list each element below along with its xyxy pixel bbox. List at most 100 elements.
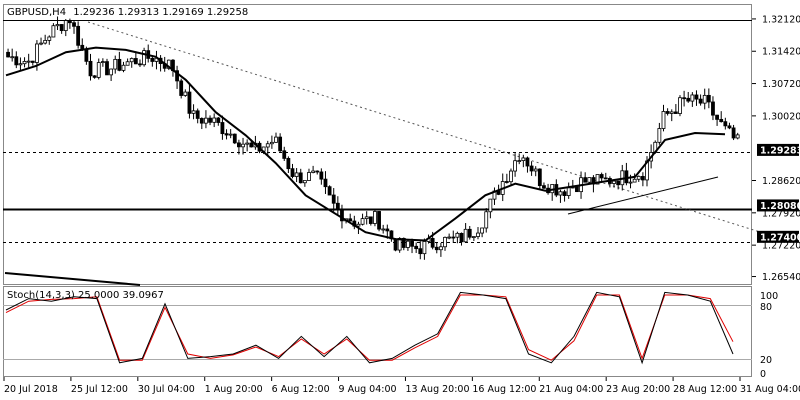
bear-candle [348,218,353,222]
bull-candle [311,170,316,173]
time-tick-label: 23 Aug 20:00 [606,384,670,395]
bull-candle [521,157,526,161]
time-tick-label: 25 Jul 12:00 [71,384,128,395]
symbol-label: GBPUSD,H4 1.29236 1.29313 1.29169 1.2925… [7,7,248,18]
bear-candle [393,238,398,251]
bear-candle [216,117,221,123]
bear-candle [603,177,608,180]
stoch-pane-frame [3,286,752,377]
bull-candle [636,176,641,180]
bear-candle [72,22,76,27]
bull-candle [55,24,60,27]
bear-candle [138,63,142,66]
bull-candle [509,170,513,183]
bull-candle [669,111,674,114]
bull-candle [35,43,39,63]
bull-candle [690,94,695,102]
bear-candle [195,110,200,119]
bear-candle [92,75,97,78]
price-tick-label: 1.28620 [762,176,800,187]
bull-candle [43,40,48,44]
bear-candle [249,142,254,148]
bull-candle [480,227,485,234]
bear-candle [686,97,691,102]
bull-candle [476,232,480,237]
bull-candle [18,63,23,66]
bear-candle [727,125,732,129]
lower-left-line[interactable] [4,272,141,286]
time-tick-label: 16 Aug 12:00 [472,384,536,395]
bear-candle [286,158,291,170]
bull-candle [381,228,386,231]
bull-candle [183,91,188,96]
bear-candle [467,228,472,238]
price-badge [757,230,799,243]
time-tick-label: 20 Jul 2018 [4,384,58,395]
bear-candle [599,174,604,179]
bull-candle [302,180,307,184]
stoch-tick-20: 20 [760,355,772,366]
bull-candle [96,62,101,78]
time-tick-label: 30 Jul 04:00 [138,384,195,395]
bull-candle [406,240,410,248]
time-tick-label: 21 Aug 04:00 [539,384,603,395]
time-axis: 20 Jul 2018 25 Jul 12:00 30 Jul 04:00 1 Aug… [3,377,800,395]
bear-candle [327,186,332,196]
bull-candle [47,36,52,41]
bear-candle [232,133,237,144]
price-tick-label: 1.27920 [762,208,800,219]
bear-candle [401,237,406,248]
bear-candle [208,117,212,123]
bear-candle [640,176,645,181]
price-tick-label: 1.31420 [762,47,800,58]
bull-candle [121,64,126,71]
bull-candle [113,58,118,70]
bear-candle [430,238,435,248]
bear-candle [542,185,546,189]
bull-candle [513,160,517,172]
ohlc-values: 1.29236 1.29313 1.29169 1.29258 [73,7,248,18]
bear-candle [414,245,419,250]
price-badge [757,199,799,212]
bear-candle [731,127,736,139]
bear-candle [340,209,344,222]
bull-candle [373,211,377,224]
bear-candle [220,122,225,135]
bear-candle [224,133,229,136]
bull-candle [307,172,311,181]
bull-candle [129,58,134,63]
bear-candle [711,101,715,116]
bull-candle [51,25,56,38]
stoch-tick-80: 80 [760,302,772,313]
bull-candle [26,60,31,63]
bull-candle [678,97,682,114]
bear-candle [133,58,138,65]
bear-candle [529,165,534,172]
bear-candle [575,186,579,193]
bear-candle [504,181,509,183]
bear-candle [583,177,588,183]
bear-candle [117,58,122,71]
bear-candle [187,91,192,114]
bull-candle [360,218,365,225]
bear-candle [434,246,439,251]
bull-candle [125,61,130,66]
descending-trendline[interactable] [87,21,761,233]
price-tick-label: 1.26540 [762,272,800,283]
bear-candle [562,191,567,196]
bear-candle [682,97,687,100]
time-tick-label: 28 Aug 12:00 [673,384,737,395]
bull-candle [39,42,43,45]
bull-candle [463,228,468,243]
bear-candle [105,61,109,76]
bear-candle [14,56,19,66]
candles-group [6,16,740,260]
ascending-trendline[interactable] [567,176,719,215]
bull-candle [455,232,460,238]
bull-candle [228,133,233,136]
bear-candle [410,240,414,247]
time-tick-label: 13 Aug 20:00 [405,384,469,395]
price-tick-label: 1.30020 [762,111,800,122]
price-tick-label: 1.27220 [762,241,800,252]
